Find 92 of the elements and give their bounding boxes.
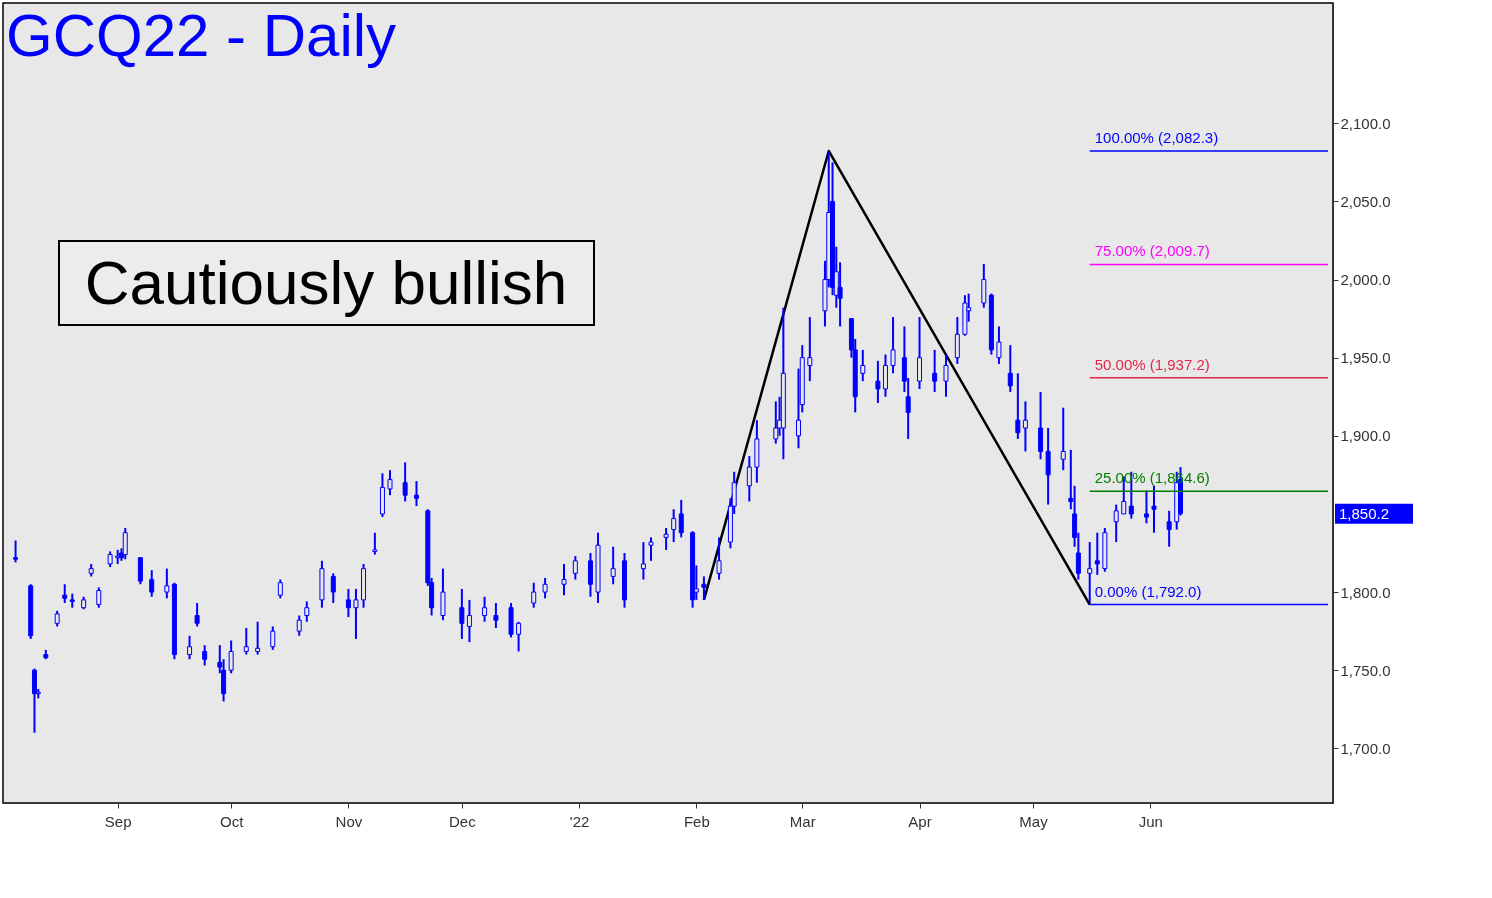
candlestick — [671, 508, 677, 544]
candlestick — [678, 498, 684, 539]
candlestick — [716, 536, 722, 581]
candlestick — [981, 262, 987, 309]
candlestick — [304, 600, 310, 623]
candlestick — [542, 577, 548, 600]
y-tick-label: 1,700.0 — [1340, 739, 1391, 757]
candlestick — [1151, 484, 1157, 534]
x-tick-label: Mar — [789, 812, 816, 830]
candlestick — [459, 587, 465, 640]
candlestick — [31, 667, 37, 734]
y-tick-label: 1,950.0 — [1340, 349, 1391, 367]
candlestick — [954, 316, 960, 365]
candlestick — [1015, 372, 1021, 440]
candlestick — [917, 316, 923, 390]
x-tick-label: Dec — [449, 812, 477, 830]
candlestick — [270, 625, 276, 651]
ref-line-label: 50.00% (1,937.2) — [1094, 355, 1210, 373]
annotation: Cautiously bullish — [84, 248, 568, 317]
candlestick — [13, 539, 19, 564]
candlestick — [137, 556, 143, 586]
candlestick — [243, 627, 249, 656]
candlestick — [648, 536, 654, 562]
candlestick — [402, 461, 408, 503]
candlestick — [62, 583, 68, 604]
x-tick-label: '22 — [569, 812, 590, 830]
candlestick — [610, 545, 616, 586]
y-tick-label: 2,000.0 — [1340, 271, 1391, 289]
candlestick — [860, 348, 866, 383]
candlestick — [1094, 531, 1100, 576]
candlestick — [1060, 406, 1066, 472]
candlestick — [882, 353, 888, 398]
candlestick — [187, 634, 193, 661]
candlestick — [1045, 427, 1051, 506]
candlestick — [663, 527, 669, 551]
y-tick-label: 1,800.0 — [1340, 583, 1391, 601]
candlestick — [345, 587, 351, 619]
candlestick — [561, 562, 567, 597]
ref-line-label: 75.00% (2,009.7) — [1094, 242, 1210, 260]
candlestick — [466, 598, 472, 644]
candlestick — [572, 555, 578, 581]
candlestick — [482, 595, 488, 623]
candlestick — [1113, 503, 1119, 544]
candlestick — [387, 469, 393, 497]
candlestick — [1038, 391, 1044, 461]
candlestick — [807, 316, 813, 383]
candlestick — [875, 359, 881, 404]
candlestick — [1007, 344, 1013, 394]
candlestick — [164, 567, 170, 600]
chart-title: GCQ22 - Daily — [6, 2, 397, 69]
candlestick — [149, 569, 155, 598]
candlestick — [516, 620, 522, 653]
candlestick — [1166, 509, 1172, 548]
candlestick — [353, 587, 359, 640]
candlestick — [932, 348, 938, 394]
y-tick-label: 2,100.0 — [1340, 114, 1391, 132]
y-tick-label: 1,900.0 — [1340, 427, 1391, 445]
candlestick — [202, 644, 208, 667]
candlestick — [330, 572, 336, 604]
candlestick — [640, 541, 646, 581]
text: 1,850.2 — [1339, 504, 1390, 522]
candlestick — [773, 400, 779, 445]
x-tick-label: May — [1019, 812, 1049, 830]
candlestick — [890, 316, 896, 375]
candlestick — [531, 581, 537, 609]
candlestick — [413, 480, 419, 508]
y-tick-label: 2,050.0 — [1340, 192, 1391, 210]
candlestick — [701, 575, 707, 601]
x-tick-label: Apr — [908, 812, 932, 830]
candlestick — [746, 455, 752, 503]
y-tick-label: 1,750.0 — [1340, 661, 1391, 679]
candlestick — [255, 620, 261, 656]
candlestick — [587, 552, 593, 598]
candlestick — [493, 602, 499, 629]
candlestick — [943, 353, 949, 398]
candlestick — [372, 531, 378, 556]
x-tick-label: Jun — [1138, 812, 1163, 830]
x-tick-label: Nov — [335, 812, 363, 830]
candlestick — [277, 578, 283, 600]
candlestick — [296, 614, 302, 637]
candlestick — [996, 325, 1002, 365]
candlestick — [440, 567, 446, 622]
x-tick-label: Oct — [219, 812, 245, 830]
candlestick — [228, 639, 234, 675]
candlestick — [1143, 489, 1149, 525]
x-tick-label: Sep — [104, 812, 132, 830]
candlestick — [1022, 400, 1028, 453]
ref-line-label: 0.00% (1,792.0) — [1094, 582, 1202, 600]
candlestick — [194, 602, 200, 628]
x-tick-label: Feb — [683, 812, 710, 830]
candlestick — [96, 586, 102, 609]
ref-line-label: 100.00% (2,082.3) — [1094, 128, 1219, 146]
